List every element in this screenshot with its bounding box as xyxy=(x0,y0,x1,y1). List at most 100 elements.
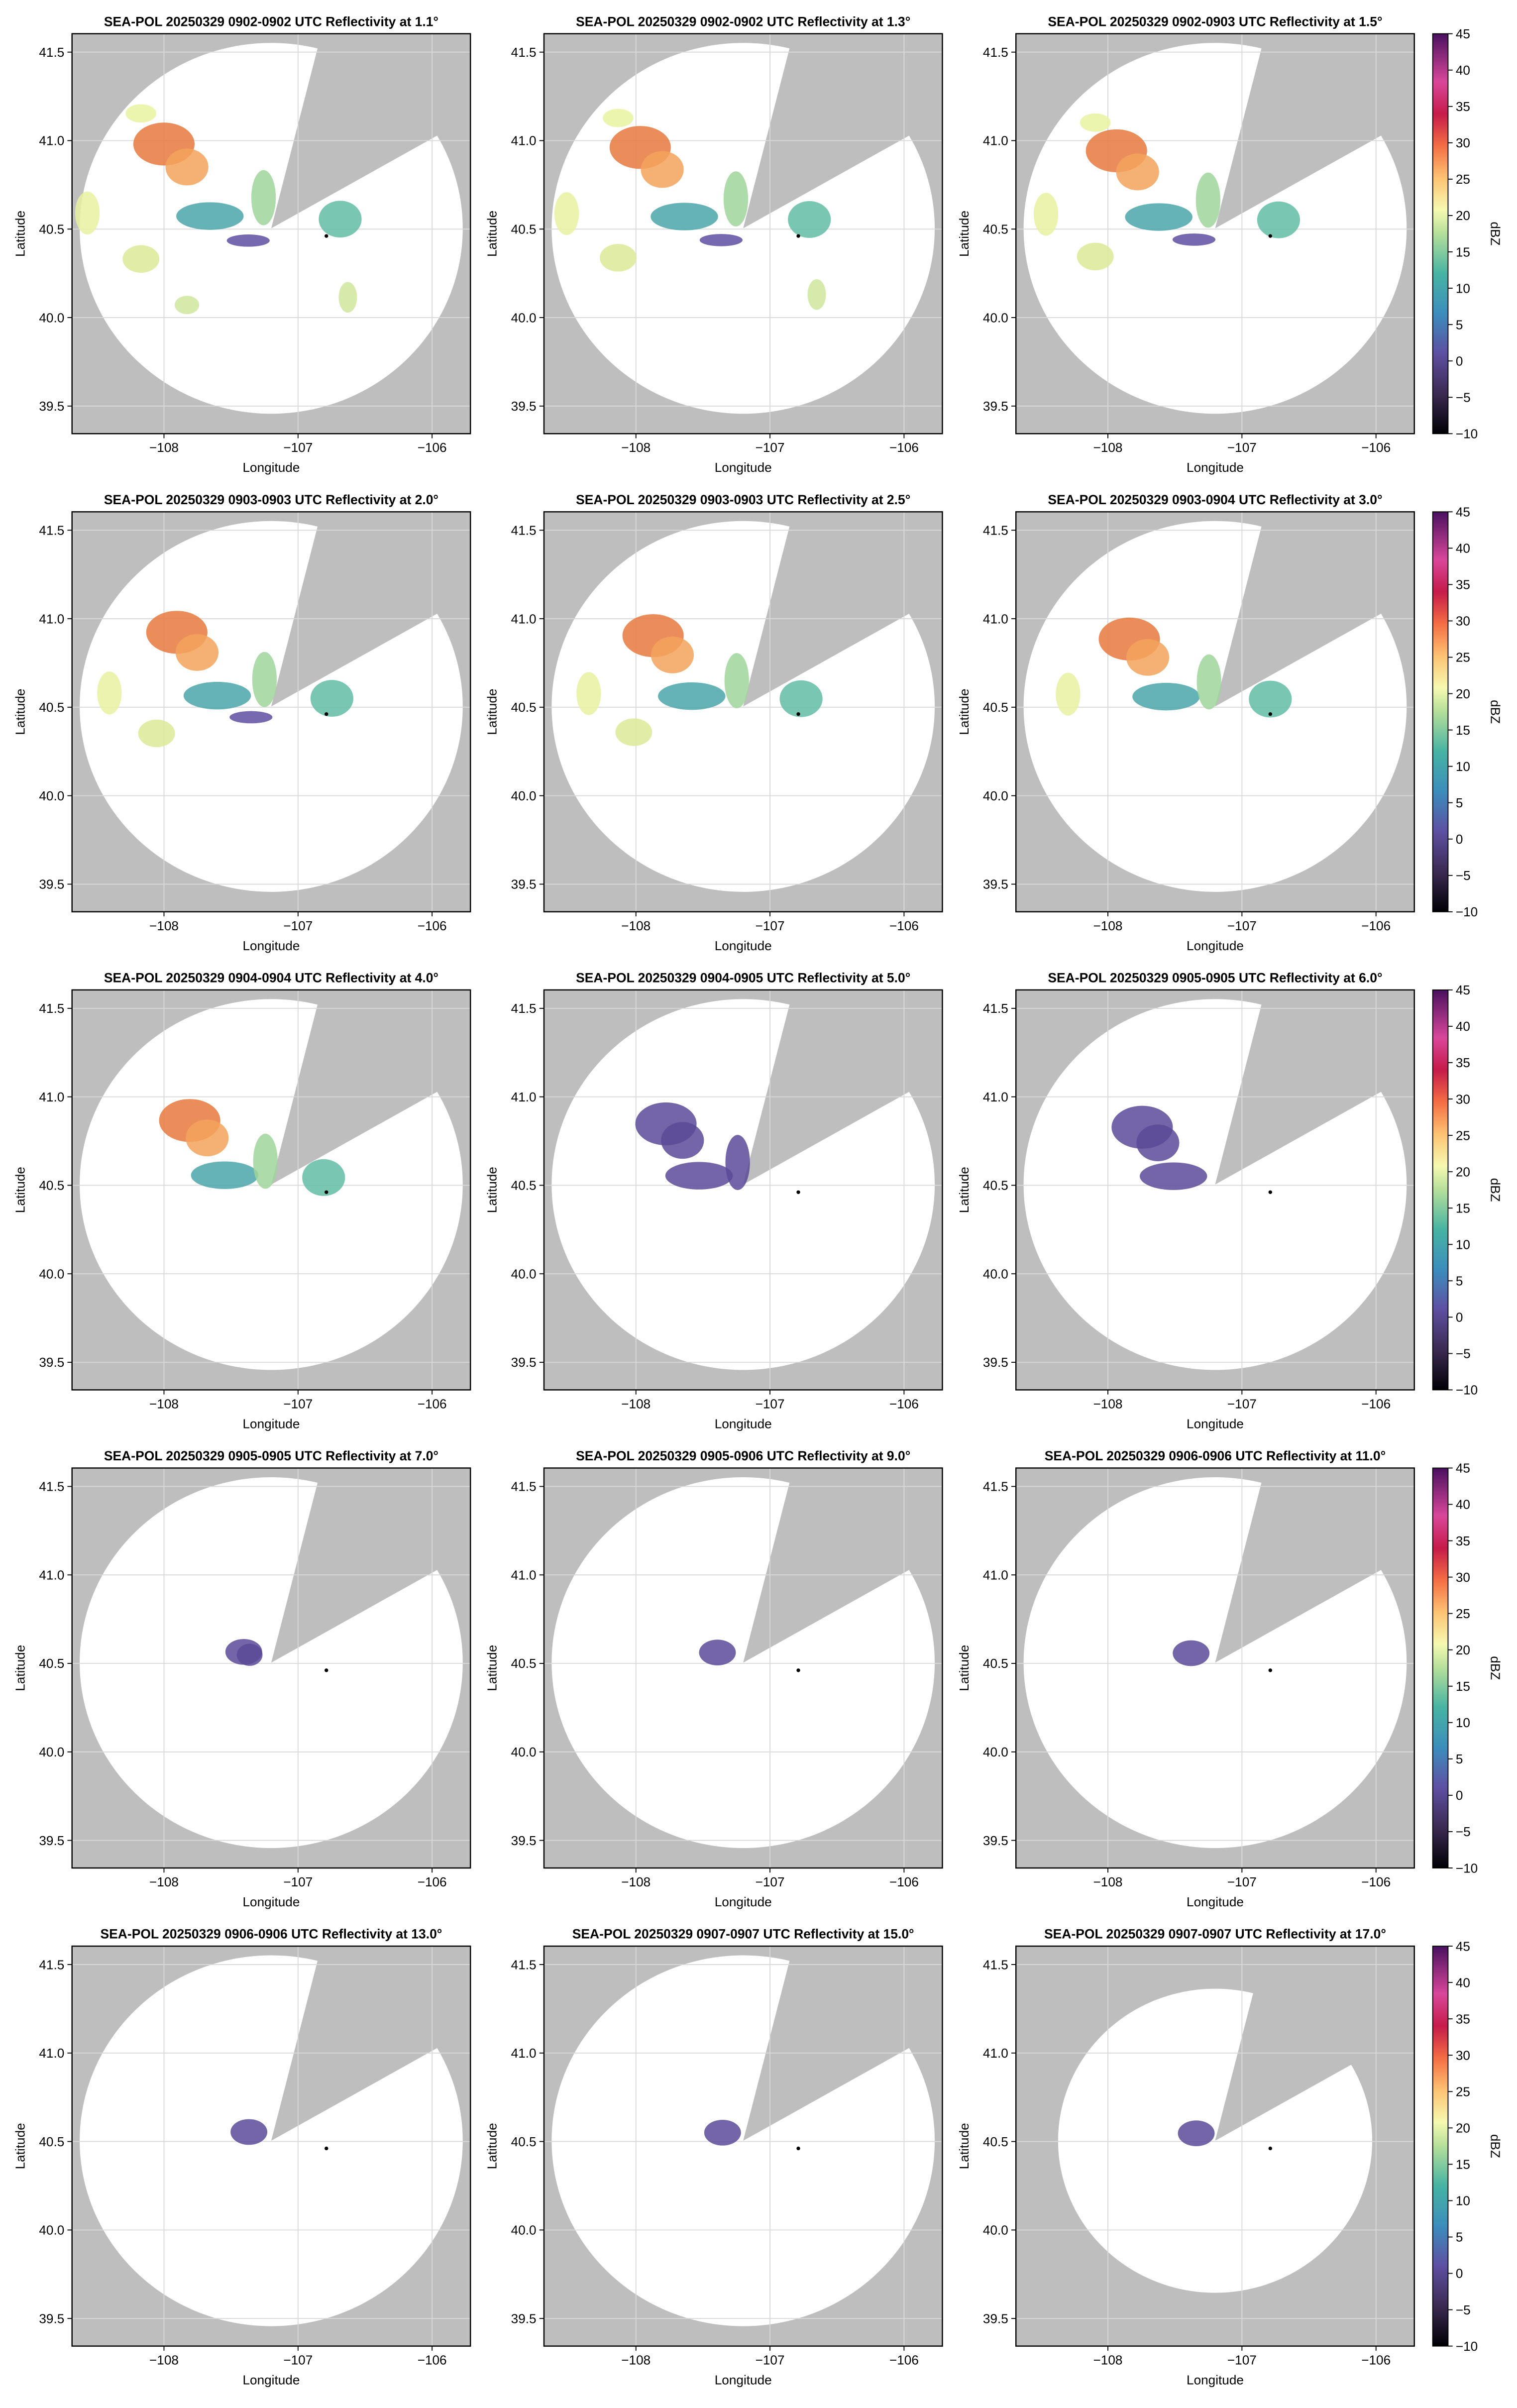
y-tick-label: 41.0 xyxy=(39,1090,64,1104)
echo xyxy=(236,1643,263,1666)
axes-frame xyxy=(1015,989,1415,1391)
site-marker xyxy=(796,2146,800,2151)
y-tick-label: 41.5 xyxy=(983,1001,1008,1016)
x-tick-label: −107 xyxy=(283,440,313,455)
panel: −108 −107 −106 39.5 40.0 40.5 41.0 41.5 SEA-POL … xyxy=(957,971,1503,1431)
x-axis-label: Longitude xyxy=(242,1416,300,1431)
y-tick-label: 39.5 xyxy=(39,877,64,892)
y-axis-label: Latitude xyxy=(12,1167,27,1213)
y-tick-label: 39.5 xyxy=(39,399,64,414)
y-tick-label: 40.5 xyxy=(39,1656,64,1671)
echo xyxy=(600,244,637,272)
colorbar-tick-label: −5 xyxy=(1456,2302,1471,2317)
y-tick-label: 39.5 xyxy=(511,399,537,414)
colorbar-tick-label: 45 xyxy=(1456,26,1470,41)
colorbar-tick-label: 30 xyxy=(1456,135,1470,150)
chart-title: SEA-POL 20250329 0905-0905 UTC Reflectiv… xyxy=(104,1448,438,1463)
panel: −108 −107 −106 39.5 40.0 40.5 41.0 41.5 SEA-POL … xyxy=(485,971,943,1431)
y-tick-label: 40.0 xyxy=(39,1266,64,1281)
colorbar-tick-label: −10 xyxy=(1456,2339,1478,2354)
echo xyxy=(230,2119,268,2145)
x-tick-label: −107 xyxy=(756,1396,785,1411)
y-tick-label: 41.0 xyxy=(511,1090,537,1104)
echo xyxy=(1116,153,1159,191)
colorbar-tick-label: 0 xyxy=(1456,1310,1463,1325)
x-tick-label: −106 xyxy=(1361,2353,1391,2368)
chart-title: SEA-POL 20250329 0906-0906 UTC Reflectiv… xyxy=(1045,1448,1386,1463)
colorbar xyxy=(1432,511,1449,912)
y-tick-label: 39.5 xyxy=(983,1355,1008,1370)
y-tick-label: 40.0 xyxy=(983,2223,1008,2238)
radar-coverage xyxy=(551,521,935,892)
panel: −108 −107 −106 39.5 40.0 40.5 41.0 41.5 SEA-POL … xyxy=(957,1927,1503,2388)
x-axis-label: Longitude xyxy=(1187,1894,1244,1909)
colorbar-tick-label: −5 xyxy=(1456,868,1471,883)
plot-area xyxy=(1016,512,1414,912)
x-tick-label: −107 xyxy=(1227,1396,1257,1411)
site-marker xyxy=(796,1190,800,1194)
plot-area xyxy=(1016,33,1414,434)
plot-area xyxy=(543,1946,943,2346)
x-axis-label: Longitude xyxy=(715,1416,772,1431)
colorbar-tick-label: 45 xyxy=(1456,505,1470,520)
y-tick-label: 40.5 xyxy=(39,1178,64,1193)
panel: −108 −107 −106 39.5 40.0 40.5 41.0 41.5 SEA-POL … xyxy=(957,14,1503,475)
echo xyxy=(1132,682,1200,711)
x-tick-label: −107 xyxy=(1227,1874,1257,1889)
chart-title: SEA-POL 20250329 0902-0903 UTC Reflectiv… xyxy=(1048,14,1382,29)
y-tick-label: 40.5 xyxy=(511,1656,537,1671)
y-tick-label: 41.0 xyxy=(983,611,1008,626)
echo xyxy=(176,202,244,230)
site-marker xyxy=(325,712,328,716)
x-tick-label: −106 xyxy=(1361,918,1391,933)
plot-area xyxy=(543,33,943,434)
x-axis-label: Longitude xyxy=(715,2373,772,2388)
x-axis-label: Longitude xyxy=(715,460,772,475)
x-tick-label: −108 xyxy=(1093,440,1123,455)
x-tick-label: −107 xyxy=(283,1396,313,1411)
colorbar-tick-label: 5 xyxy=(1456,1751,1463,1766)
site-marker xyxy=(1268,1668,1273,1672)
y-tick-label: 41.0 xyxy=(39,1567,64,1582)
colorbar-tick-label: 45 xyxy=(1456,1461,1470,1476)
echo xyxy=(699,234,743,246)
echo xyxy=(175,634,219,671)
y-tick-label: 40.0 xyxy=(511,310,537,325)
radar-coverage xyxy=(551,1955,935,2326)
x-tick-label: −107 xyxy=(1227,2353,1257,2368)
y-tick-label: 41.5 xyxy=(983,45,1008,60)
x-axis-label: Longitude xyxy=(242,1894,300,1909)
y-tick-label: 41.5 xyxy=(39,1001,64,1016)
colorbar-tick-label: 40 xyxy=(1456,541,1470,556)
chart-title: SEA-POL 20250329 0903-0904 UTC Reflectiv… xyxy=(1048,492,1382,507)
x-tick-label: −107 xyxy=(283,2353,313,2368)
echo xyxy=(75,191,100,235)
y-tick-label: 40.0 xyxy=(511,2223,537,2238)
panel: −108 −107 −106 39.5 40.0 40.5 41.0 41.5 SEA-POL … xyxy=(485,1448,943,1909)
echo xyxy=(191,1161,259,1189)
x-tick-label: −106 xyxy=(1361,1396,1391,1411)
echo xyxy=(253,1133,278,1189)
y-axis-label: Latitude xyxy=(12,211,27,257)
x-tick-label: −107 xyxy=(756,440,785,455)
chart-title: SEA-POL 20250329 0902-0902 UTC Reflectiv… xyxy=(576,14,910,29)
site-marker xyxy=(1268,712,1273,716)
echo xyxy=(1080,113,1111,132)
colorbar-tick-label: 30 xyxy=(1456,2048,1470,2063)
y-tick-label: 40.5 xyxy=(39,222,64,237)
plot-area xyxy=(543,512,943,912)
colorbar-tick-label: −10 xyxy=(1456,1861,1478,1875)
colorbar-tick-label: 15 xyxy=(1456,1679,1470,1694)
y-tick-label: 40.5 xyxy=(983,1656,1008,1671)
colorbar-tick-label: 40 xyxy=(1456,63,1470,78)
y-tick-label: 41.5 xyxy=(983,523,1008,538)
echo xyxy=(338,282,357,313)
axes-frame xyxy=(1015,1945,1415,2347)
colorbar-tick-label: 35 xyxy=(1456,2011,1470,2026)
x-tick-label: −106 xyxy=(418,2353,447,2368)
x-tick-label: −106 xyxy=(418,1874,447,1889)
colorbar-label: dBZ xyxy=(1488,2134,1503,2158)
y-axis-label: Latitude xyxy=(485,1167,500,1213)
y-tick-label: 41.0 xyxy=(511,133,537,148)
colorbar-tick-label: −5 xyxy=(1456,1824,1471,1839)
